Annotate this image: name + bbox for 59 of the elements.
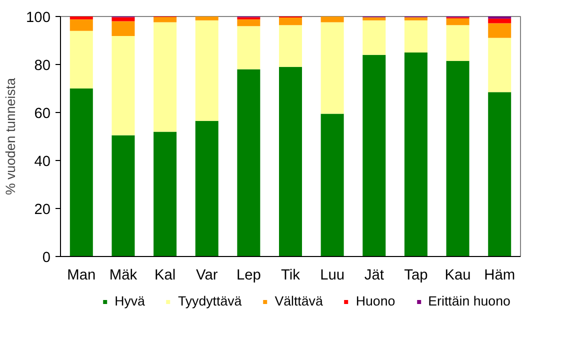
x-tick-label: Var [196, 268, 218, 284]
bar [237, 69, 260, 256]
bar [70, 88, 93, 256]
bar [488, 23, 512, 38]
bar [70, 19, 93, 31]
bar [70, 30, 93, 88]
bar [362, 17, 386, 20]
legend-label: Tyydyttävä [178, 294, 242, 308]
bar [320, 16, 344, 22]
legend-label: Välttävä [274, 294, 323, 308]
bar [446, 25, 470, 61]
y-tick-label: 80 [34, 58, 51, 74]
bar [362, 54, 386, 256]
bar [70, 16, 93, 20]
legend-label: Hyvä [114, 294, 145, 308]
y-tick-label: 60 [34, 106, 51, 122]
bar [154, 22, 177, 132]
legend-label: Huono [356, 294, 396, 308]
bar [279, 17, 302, 26]
x-tick-label: Tik [281, 268, 301, 284]
x-tick-label: Jät [364, 268, 384, 284]
x-tick-label: Tap [404, 268, 428, 284]
bar [404, 20, 428, 52]
bar [404, 17, 428, 20]
y-tick-label: 20 [34, 202, 51, 218]
bar [237, 26, 260, 70]
x-tick-label: Mäk [109, 268, 138, 284]
bar [320, 114, 344, 256]
bar [446, 18, 470, 26]
bar [488, 18, 512, 24]
bar [488, 38, 512, 92]
bar [279, 25, 302, 67]
y-tick-label: 100 [26, 10, 51, 26]
bar [154, 132, 177, 256]
bar [279, 66, 302, 256]
legend-label: Erittäin huono [428, 294, 510, 308]
bar [154, 16, 177, 22]
y-tick-label: 0 [42, 250, 51, 266]
bar [195, 120, 218, 256]
bar [112, 135, 135, 256]
bar [446, 60, 470, 256]
y-tick-label: 40 [34, 154, 51, 170]
bar [195, 16, 218, 20]
x-tick-label: Luu [320, 268, 345, 284]
bar [237, 19, 260, 26]
bar [362, 20, 386, 55]
bar [404, 52, 428, 256]
x-tick-label: Lep [236, 268, 261, 284]
bar [112, 36, 135, 136]
x-tick-label: Kal [154, 268, 176, 284]
x-tick-label: Kau [444, 268, 471, 284]
bar [112, 21, 135, 36]
bar [320, 22, 344, 114]
x-tick-label: Häm [484, 268, 516, 284]
bar [195, 20, 218, 121]
bar [488, 92, 512, 256]
bar [112, 17, 135, 22]
x-tick-label: Man [67, 268, 96, 284]
y-axis-title: % vuoden tunneista [3, 77, 18, 196]
